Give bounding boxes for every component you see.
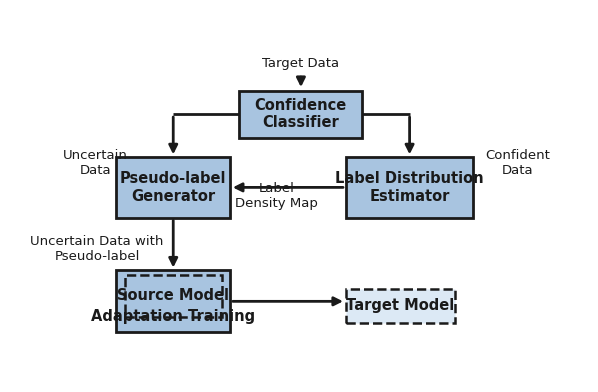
Text: Label
Density Map: Label Density Map [235, 182, 318, 211]
FancyBboxPatch shape [117, 270, 230, 332]
FancyBboxPatch shape [346, 289, 454, 323]
Text: Label Distribution
Estimator: Label Distribution Estimator [335, 171, 484, 203]
Text: Confident
Data: Confident Data [485, 149, 550, 177]
Text: Adaptation Training: Adaptation Training [91, 309, 255, 324]
FancyBboxPatch shape [117, 157, 230, 218]
Text: Confidence
Classifier: Confidence Classifier [255, 98, 347, 131]
Text: Target Data: Target Data [263, 57, 340, 70]
Text: Uncertain
Data: Uncertain Data [63, 149, 128, 177]
FancyBboxPatch shape [239, 91, 362, 138]
Text: Source Model: Source Model [117, 289, 229, 303]
FancyBboxPatch shape [346, 157, 474, 218]
Text: Uncertain Data with
Pseudo-label: Uncertain Data with Pseudo-label [30, 235, 164, 263]
Text: Pseudo-label
Generator: Pseudo-label Generator [120, 171, 227, 203]
Text: Target Model: Target Model [346, 298, 454, 313]
